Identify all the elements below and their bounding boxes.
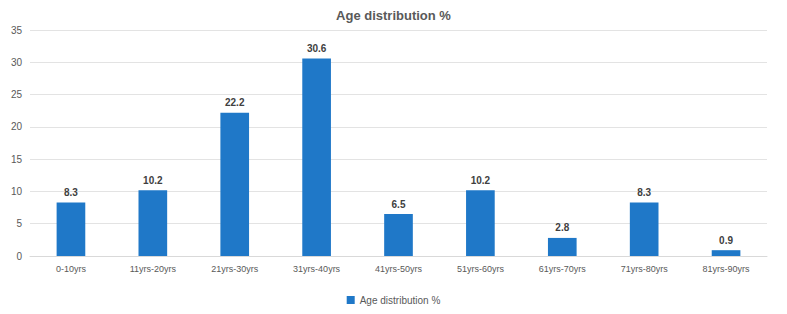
svg-text:0-10yrs: 0-10yrs: [56, 264, 87, 274]
svg-text:30.6: 30.6: [307, 43, 327, 54]
svg-text:61yrs-70yrs: 61yrs-70yrs: [539, 264, 587, 274]
svg-text:30: 30: [11, 57, 23, 68]
svg-text:11yrs-20yrs: 11yrs-20yrs: [130, 264, 177, 274]
svg-text:0: 0: [16, 251, 22, 262]
svg-text:41yrs-50yrs: 41yrs-50yrs: [375, 264, 423, 274]
svg-text:31yrs-40yrs: 31yrs-40yrs: [293, 264, 341, 274]
svg-text:20: 20: [11, 121, 23, 132]
svg-text:81yrs-90yrs: 81yrs-90yrs: [703, 264, 751, 274]
svg-text:8.3: 8.3: [64, 187, 78, 198]
svg-text:21yrs-30yrs: 21yrs-30yrs: [211, 264, 259, 274]
svg-text:22.2: 22.2: [225, 97, 245, 108]
svg-text:0.9: 0.9: [719, 235, 733, 246]
svg-text:5: 5: [16, 218, 22, 229]
svg-text:10.2: 10.2: [471, 175, 491, 186]
svg-text:10.2: 10.2: [143, 175, 163, 186]
svg-text:15: 15: [11, 154, 23, 165]
svg-text:25: 25: [11, 89, 23, 100]
svg-text:71yrs-80yrs: 71yrs-80yrs: [621, 264, 669, 274]
svg-text:51yrs-60yrs: 51yrs-60yrs: [457, 264, 505, 274]
svg-text:10: 10: [11, 186, 23, 197]
svg-text:Age distribution %: Age distribution %: [336, 8, 451, 23]
svg-text:6.5: 6.5: [392, 199, 406, 210]
svg-text:35: 35: [11, 25, 23, 36]
svg-text:Age distribution %: Age distribution %: [360, 295, 441, 306]
svg-text:8.3: 8.3: [637, 187, 651, 198]
svg-text:2.8: 2.8: [555, 222, 569, 233]
